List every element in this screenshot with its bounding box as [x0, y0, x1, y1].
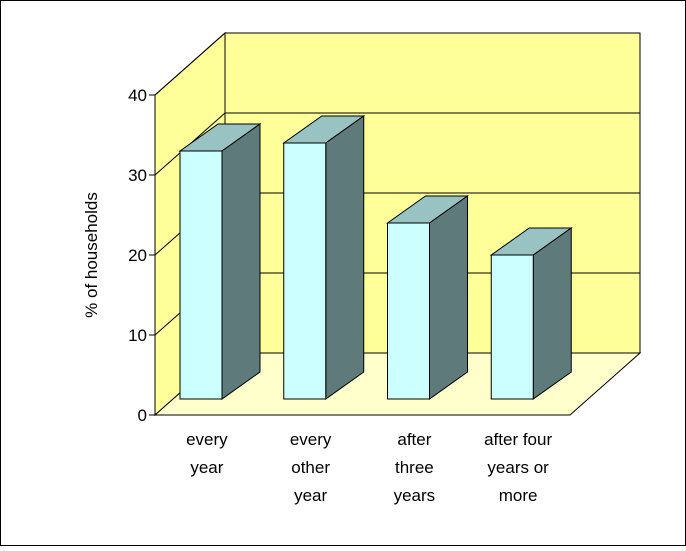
bar-side: [532, 227, 572, 400]
x-tick-label: three: [395, 458, 434, 477]
y-tick-label: 10: [128, 326, 147, 345]
y-axis-title: % of households: [82, 192, 101, 318]
gridline: [154, 112, 640, 176]
y-tick-label: 0: [138, 406, 147, 425]
bar: [385, 195, 470, 400]
y-tick-label: 30: [128, 166, 147, 185]
x-tick-label: years or: [487, 458, 549, 477]
bar: [489, 227, 573, 400]
bar-front: [387, 222, 430, 400]
bar: [282, 115, 366, 400]
bar-side: [325, 115, 365, 400]
x-tick-label: every: [290, 430, 332, 449]
y-tick-label: 40: [128, 86, 147, 105]
y-tick-label: 20: [128, 246, 147, 265]
x-tick-label: after: [397, 430, 431, 449]
x-tick-label: after four: [484, 430, 552, 449]
bar-front: [179, 150, 223, 400]
bar-front: [283, 142, 327, 400]
x-tick-label: other: [291, 458, 330, 477]
bar-side: [221, 123, 261, 400]
gridline: [154, 32, 640, 96]
x-tick-label: every: [186, 430, 228, 449]
bar-front: [490, 254, 534, 400]
x-tick-label: more: [499, 486, 538, 505]
bar: [178, 123, 262, 400]
x-tick-label: year: [294, 486, 327, 505]
x-tick-label: years: [394, 486, 436, 505]
bar-side: [429, 195, 468, 400]
x-tick-label: year: [190, 458, 223, 477]
